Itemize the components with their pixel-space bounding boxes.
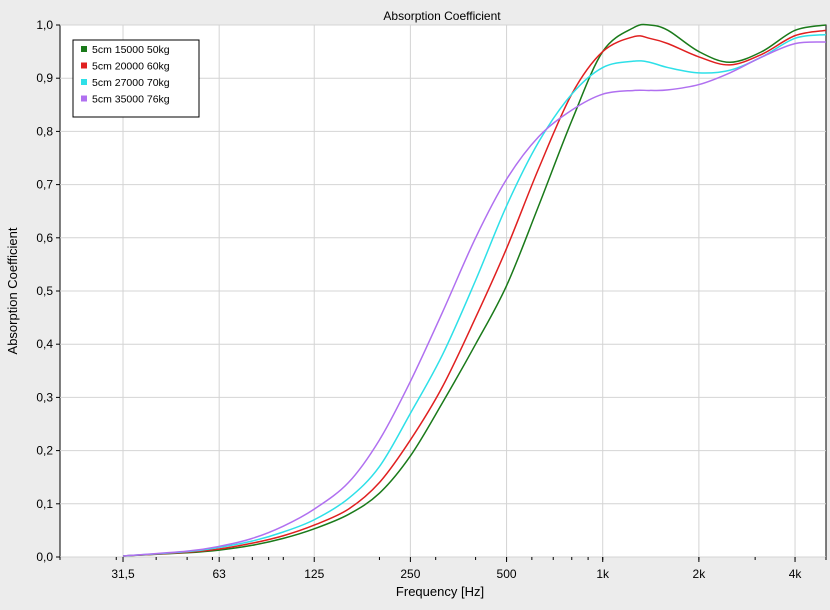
legend-entry-label: 5cm 27000 70kg	[92, 77, 170, 89]
x-tick-label: 63	[213, 567, 227, 581]
legend-entry-label: 5cm 35000 76kg	[92, 94, 170, 106]
x-axis-label: Frequency [Hz]	[396, 584, 484, 599]
y-tick-label: 0,1	[36, 497, 53, 511]
y-tick-label: 0,3	[36, 390, 53, 404]
y-axis-label: Absorption Coefficient	[5, 227, 20, 354]
legend-entry-label: 5cm 15000 50kg	[92, 44, 170, 56]
series-line-1	[122, 23, 826, 557]
series-lines	[122, 23, 826, 557]
legend-swatch	[81, 62, 87, 69]
legend-swatch	[81, 46, 87, 52]
series-line-2	[122, 29, 826, 557]
legend-entry-label: 5cm 20000 60kg	[92, 61, 170, 73]
y-tick-label: 0,9	[36, 71, 53, 85]
y-tick-label: 0,0	[36, 550, 53, 564]
y-tick-label: 0,7	[36, 178, 53, 192]
x-tick-label: 2k	[693, 567, 707, 581]
x-tick-label: 500	[497, 567, 517, 581]
axes: 0,0 0,1 0,2 0,3 0,4 0,5 0,6 0,7 0,8 0,9 1,0 31,5 63 1…	[36, 18, 827, 581]
legend: 5cm 15000 50kg 5cm 20000 60kg 5cm 27000 70…	[72, 39, 200, 118]
series-line-4	[122, 41, 826, 557]
y-tick-label: 0,2	[36, 444, 53, 458]
legend-swatch	[81, 79, 87, 85]
x-tick-label: 31,5	[111, 567, 135, 581]
series-line-3	[122, 33, 826, 557]
y-tick-label: 0,5	[36, 284, 53, 298]
y-tick-label: 1,0	[36, 18, 53, 32]
y-tick-label: 0,6	[36, 231, 53, 245]
legend-box	[72, 39, 200, 118]
legend-swatch	[81, 95, 87, 102]
x-tick-label: 1k	[596, 567, 610, 581]
y-tick-label: 0,8	[36, 124, 53, 138]
y-tick-label: 0,4	[36, 337, 53, 351]
x-tick-label: 250	[400, 567, 420, 581]
x-tick-label: 4k	[789, 567, 803, 581]
x-tick-label: 125	[304, 567, 324, 581]
chart-title: Absorption Coefficient	[383, 9, 501, 23]
